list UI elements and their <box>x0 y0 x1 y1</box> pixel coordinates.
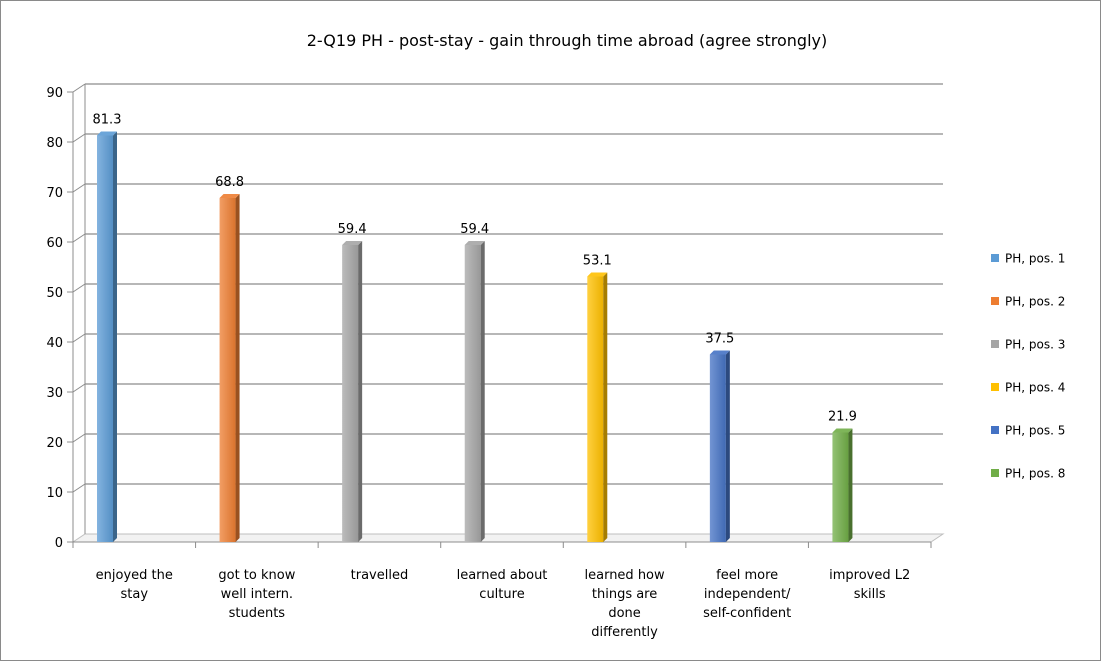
x-category-label: learned how things are done differently <box>585 568 666 640</box>
bar <box>342 241 363 542</box>
x-category-label: improved L2 skills <box>829 568 910 602</box>
bar <box>587 272 608 542</box>
legend-label: PH, pos. 8 <box>1005 467 1065 481</box>
bar-side <box>848 428 853 542</box>
y-tick-label: 90 <box>46 86 63 101</box>
bar <box>709 350 730 542</box>
bar <box>832 428 853 542</box>
y-tick-label: 70 <box>46 186 63 201</box>
gridline-side <box>72 233 86 243</box>
legend-item: PH, pos. 8 <box>991 467 1065 481</box>
bar-side <box>235 194 240 542</box>
bar-front <box>832 432 849 542</box>
data-label: 68.8 <box>215 175 244 190</box>
bar-front <box>709 354 726 542</box>
x-category-label: learned about culture <box>457 568 548 602</box>
legend-swatch <box>991 426 999 434</box>
y-tick-label: 20 <box>46 436 63 451</box>
data-labels: 81.3 68.8 59.4 59.4 53.1 37.5 21.9 <box>93 113 857 425</box>
legend-swatch <box>991 254 999 262</box>
bars <box>97 131 853 542</box>
category-labels: enjoyed the stay got to know well intern. st… <box>96 568 911 640</box>
data-label: 37.5 <box>705 332 734 347</box>
bar-top <box>342 241 363 245</box>
gridline-side <box>72 83 86 93</box>
chart-title: 2-Q19 PH - post-stay - gain through time… <box>307 31 827 50</box>
x-category-label: feel more independent/self-confident <box>703 568 791 621</box>
data-label: 59.4 <box>460 222 489 237</box>
legend-item: PH, pos. 5 <box>991 424 1065 438</box>
gridline-side <box>72 483 86 493</box>
chart-floor <box>71 533 945 543</box>
legend-item: PH, pos. 4 <box>991 381 1065 395</box>
x-category-label: travelled <box>351 568 409 583</box>
gridline-side <box>72 383 86 393</box>
bar-front <box>219 198 236 542</box>
x-category-label: enjoyed the stay <box>96 568 173 602</box>
y-tick-label: 0 <box>55 536 63 551</box>
y-tick-label: 10 <box>46 486 63 501</box>
gridline-side <box>72 183 86 193</box>
bar-top <box>464 241 485 245</box>
bar-top <box>832 428 853 433</box>
y-tick-label: 80 <box>46 136 63 151</box>
data-label: 59.4 <box>338 222 367 237</box>
bar-top <box>709 350 730 355</box>
y-tick-label: 40 <box>46 336 63 351</box>
legend-item: PH, pos. 2 <box>991 295 1065 309</box>
bar-side <box>725 350 730 542</box>
legend-label: PH, pos. 4 <box>1005 381 1065 395</box>
bar-side <box>603 272 608 542</box>
axes: 0 10 20 30 40 50 60 70 80 90 <box>46 84 945 551</box>
bar-front <box>97 135 113 542</box>
gridline-side <box>72 433 86 443</box>
legend-label: PH, pos. 1 <box>1005 252 1065 266</box>
legend-item: PH, pos. 1 <box>991 252 1065 266</box>
bar-top <box>219 194 240 198</box>
x-category-label: got to know well intern. students <box>218 568 295 621</box>
data-label: 53.1 <box>583 254 612 269</box>
legend-label: PH, pos. 3 <box>1005 338 1065 352</box>
legend-swatch <box>991 297 999 305</box>
bar <box>464 241 485 542</box>
gridlines <box>72 83 943 493</box>
legend-label: PH, pos. 2 <box>1005 295 1065 309</box>
gridline-side <box>72 133 86 143</box>
bar-front <box>464 245 481 542</box>
legend: PH, pos. 1 PH, pos. 2 PH, pos. 3 PH, pos. 4… <box>991 252 1065 481</box>
bar-front <box>342 245 359 542</box>
bar-front <box>587 276 604 542</box>
y-tick-label: 60 <box>46 236 63 251</box>
gridline-side <box>72 333 86 343</box>
y-tick-label: 50 <box>46 286 63 301</box>
bar-side <box>358 241 363 542</box>
bar-top <box>97 131 117 136</box>
legend-swatch <box>991 383 999 391</box>
bar <box>97 131 117 542</box>
data-label: 21.9 <box>828 410 857 425</box>
bar <box>219 194 240 542</box>
bar-side <box>480 241 485 542</box>
bar-side <box>113 131 117 542</box>
legend-swatch <box>991 340 999 348</box>
y-tick-label: 30 <box>46 386 63 401</box>
gridline-side <box>72 283 86 293</box>
legend-label: PH, pos. 5 <box>1005 424 1065 438</box>
legend-swatch <box>991 469 999 477</box>
bar-top <box>587 272 608 277</box>
data-label: 81.3 <box>93 113 122 128</box>
legend-item: PH, pos. 3 <box>991 338 1065 352</box>
